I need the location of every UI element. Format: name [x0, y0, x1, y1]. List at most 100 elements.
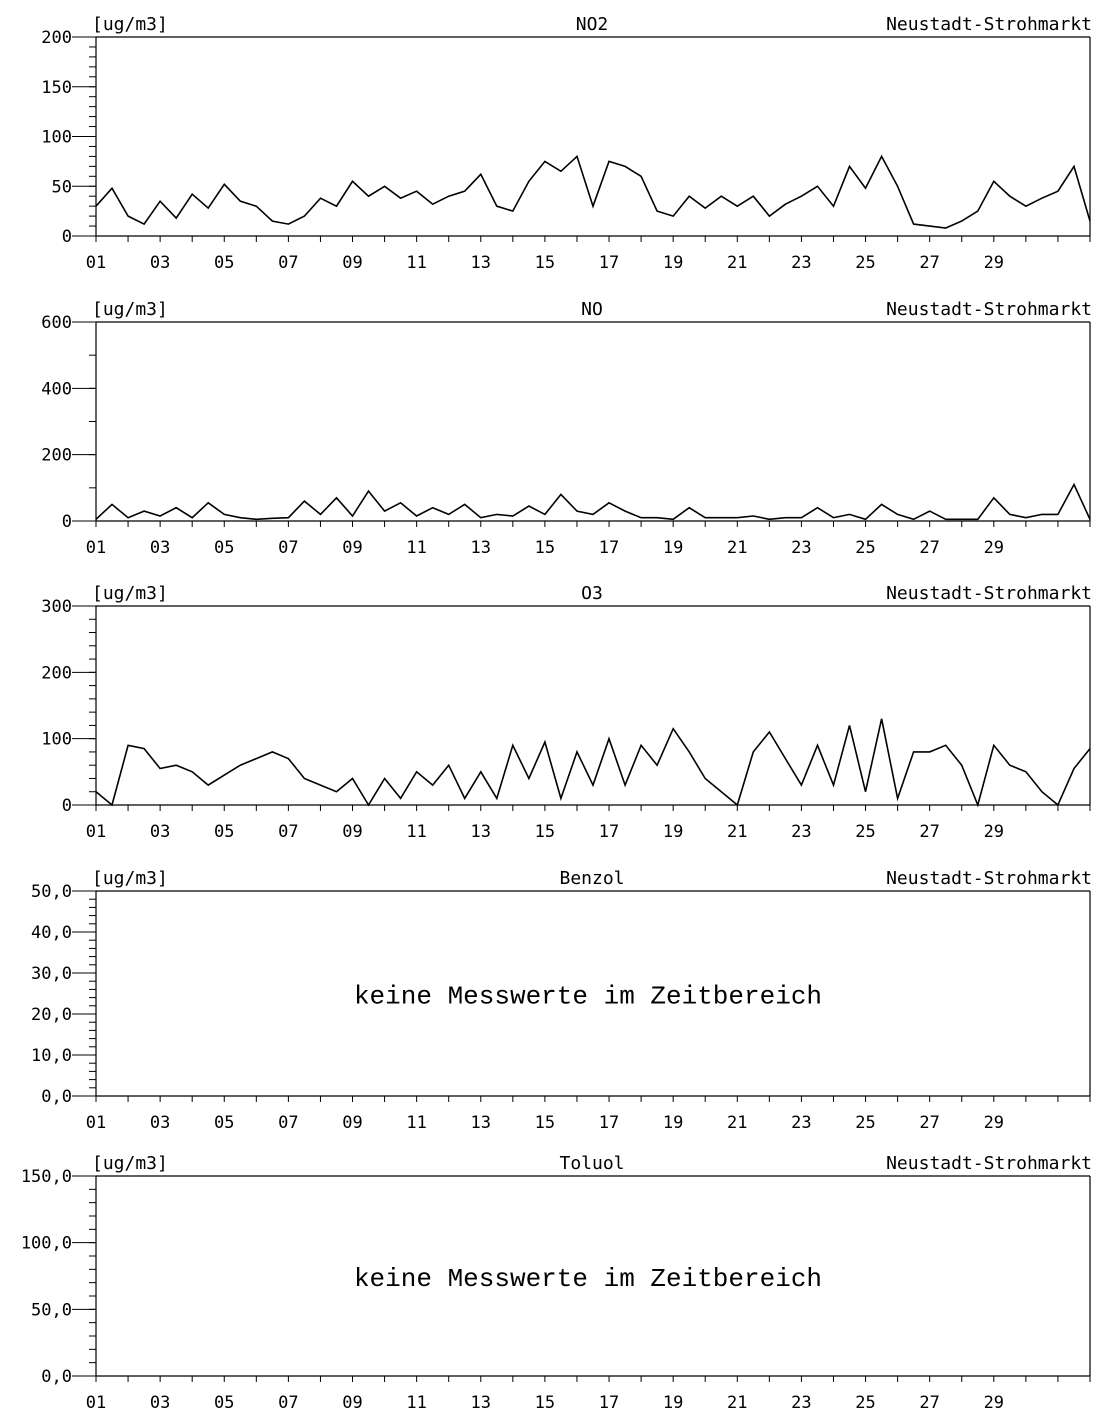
x-tick-label: 17: [599, 253, 619, 273]
x-tick-label: 09: [342, 1393, 362, 1413]
series-line: [95, 718, 1091, 808]
series-line: [95, 482, 1091, 521]
station-label: Neustadt-Strohmarkt: [886, 583, 1092, 604]
x-tick-label: 13: [471, 1393, 491, 1413]
x-tick-label: 15: [535, 253, 555, 273]
x-tick-label: 09: [342, 1113, 362, 1133]
y-tick-label: 150,0: [21, 1167, 72, 1187]
chart-panel-o3: [ug/m3] O3 Neustadt-Strohmarkt 0 100 200 300 01…: [41, 583, 1092, 842]
y-tick-label: 10,0: [31, 1046, 72, 1066]
x-tick-label: 23: [791, 1393, 811, 1413]
x-tick-label: 05: [214, 1113, 234, 1133]
x-tick-label: 19: [663, 1113, 683, 1133]
y-tick-label: 600: [41, 313, 72, 333]
unit-label: [ug/m3]: [92, 868, 168, 889]
x-tick-label: 21: [727, 822, 747, 842]
x-tick-label: 11: [406, 538, 426, 558]
x-tick-label: 03: [150, 1113, 170, 1133]
x-tick-label: 13: [471, 1113, 491, 1133]
x-tick-label: 29: [984, 1393, 1004, 1413]
x-tick-label: 19: [663, 1393, 683, 1413]
x-tick-label: 07: [278, 253, 298, 273]
x-tick-label: 11: [406, 253, 426, 273]
y-tick-label: 100: [41, 128, 72, 148]
x-tick-label: 03: [150, 822, 170, 842]
x-tick-label: 01: [86, 1113, 106, 1133]
x-tick-label: 17: [599, 538, 619, 558]
x-tick-label: 13: [471, 253, 491, 273]
y-tick-label: 0,0: [41, 1087, 72, 1107]
x-tick-label: 25: [855, 822, 875, 842]
x-tick-label: 29: [984, 1113, 1004, 1133]
no-data-message: keine Messwerte im Zeitbereich: [354, 1264, 822, 1294]
x-tick-label: 03: [150, 1393, 170, 1413]
x-tick-label: 03: [150, 253, 170, 273]
unit-label: [ug/m3]: [92, 583, 168, 604]
x-tick-label: 07: [278, 1393, 298, 1413]
chart-title: Toluol: [559, 1153, 624, 1174]
x-tick-label: 19: [663, 822, 683, 842]
y-tick-label: 200: [41, 446, 72, 466]
x-tick-label: 17: [599, 822, 619, 842]
y-tick-label: 400: [41, 379, 72, 399]
x-tick-label: 25: [855, 1113, 875, 1133]
x-tick-label: 27: [919, 1113, 939, 1133]
station-label: Neustadt-Strohmarkt: [886, 14, 1092, 35]
y-tick-label: 0,0: [41, 1367, 72, 1387]
x-tick-label: 11: [406, 1113, 426, 1133]
y-tick-label: 100: [41, 730, 72, 750]
chart-panel-toluol: [ug/m3] Toluol Neustadt-Strohmarkt 0,0 50,0 1…: [21, 1153, 1092, 1413]
x-tick-label: 15: [535, 822, 555, 842]
x-tick-label: 11: [406, 1393, 426, 1413]
x-tick-label: 15: [535, 538, 555, 558]
x-tick-label: 09: [342, 253, 362, 273]
chart-title: NO: [581, 299, 603, 320]
y-tick-label: 50: [52, 177, 72, 197]
no-data-message: keine Messwerte im Zeitbereich: [354, 982, 822, 1012]
x-tick-label: 27: [919, 253, 939, 273]
x-tick-label: 27: [919, 822, 939, 842]
x-tick-label: 05: [214, 822, 234, 842]
x-tick-label: 29: [984, 538, 1004, 558]
x-tick-label: 23: [791, 822, 811, 842]
y-tick-label: 0: [62, 512, 72, 532]
x-tick-label: 17: [599, 1393, 619, 1413]
y-tick-label: 20,0: [31, 1005, 72, 1025]
y-tick-label: 40,0: [31, 923, 72, 943]
x-tick-label: 27: [919, 1393, 939, 1413]
x-tick-label: 01: [86, 538, 106, 558]
x-tick-label: 09: [342, 822, 362, 842]
x-tick-label: 29: [984, 253, 1004, 273]
x-tick-label: 21: [727, 1393, 747, 1413]
unit-label: [ug/m3]: [92, 299, 168, 320]
y-tick-label: 30,0: [31, 964, 72, 984]
y-tick-label: 150: [41, 78, 72, 98]
x-tick-label: 17: [599, 1113, 619, 1133]
x-tick-label: 01: [86, 822, 106, 842]
x-tick-label: 23: [791, 538, 811, 558]
x-tick-label: 01: [86, 1393, 106, 1413]
x-tick-label: 11: [406, 822, 426, 842]
chart-panel-benzol: [ug/m3] Benzol Neustadt-Strohmarkt 0,0 10,0 2…: [31, 868, 1092, 1133]
x-tick-label: 25: [855, 253, 875, 273]
x-tick-label: 05: [214, 538, 234, 558]
series-line: [95, 154, 1091, 229]
y-tick-label: 200: [41, 663, 72, 683]
x-tick-label: 13: [471, 538, 491, 558]
x-tick-label: 07: [278, 538, 298, 558]
x-tick-label: 01: [86, 253, 106, 273]
x-tick-label: 19: [663, 253, 683, 273]
y-tick-label: 50,0: [31, 882, 72, 902]
x-tick-label: 25: [855, 1393, 875, 1413]
x-tick-label: 27: [919, 538, 939, 558]
station-label: Neustadt-Strohmarkt: [886, 1153, 1092, 1174]
x-tick-label: 29: [984, 822, 1004, 842]
x-tick-label: 25: [855, 538, 875, 558]
x-tick-label: 15: [535, 1113, 555, 1133]
unit-label: [ug/m3]: [92, 1153, 168, 1174]
y-tick-label: 300: [41, 597, 72, 617]
x-tick-label: 19: [663, 538, 683, 558]
chart-panel-no2: [ug/m3] NO2 Neustadt-Strohmarkt05010015020…: [41, 14, 1092, 273]
x-tick-label: 09: [342, 538, 362, 558]
